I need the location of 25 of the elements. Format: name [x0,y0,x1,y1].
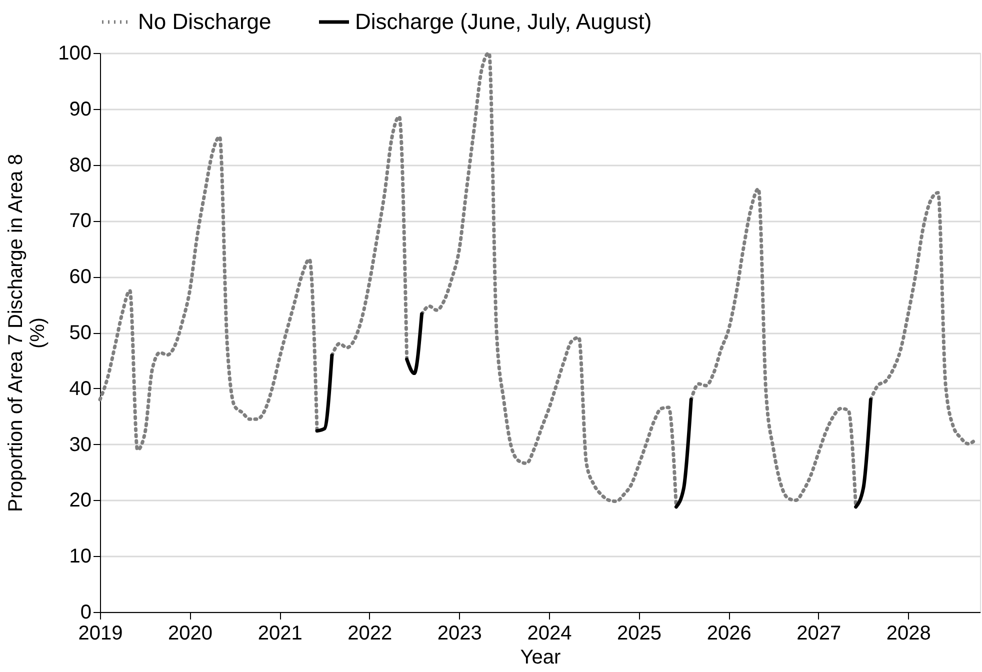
y-tick-label: 70 [69,210,92,232]
y-tick-label: 80 [69,154,92,176]
x-tick-label: 2019 [78,622,123,644]
y-tick-label: 20 [69,490,92,512]
x-tick-label: 2026 [706,622,752,644]
x-tick-label: 2021 [258,622,302,644]
x-tick-label: 2023 [437,622,482,644]
y-tick-label: 100 [58,42,92,64]
y-tick-label: 0 [80,602,92,624]
x-tick-label: 2024 [527,622,572,644]
legend-label: No Discharge [138,9,272,34]
x-tick-label: 2022 [348,622,392,644]
y-tick-label: 40 [69,378,92,400]
x-tick-label: 2020 [168,622,213,644]
y-tick-label: 90 [69,98,92,120]
legend-label: Discharge (June, July, August) [355,9,652,34]
y-axis-title: Proportion of Area 7 Discharge in Area 8 (%) [5,154,50,512]
x-tick-label: 2025 [617,622,662,644]
x-tick-label: 2027 [796,622,842,644]
y-tick-label: 50 [69,322,92,344]
y-tick-label: 30 [69,434,92,456]
x-tick-label: 2028 [886,622,931,644]
y-tick-label: 60 [69,266,92,288]
x-axis-title: Year [520,646,562,668]
y-tick-label: 10 [69,546,92,568]
